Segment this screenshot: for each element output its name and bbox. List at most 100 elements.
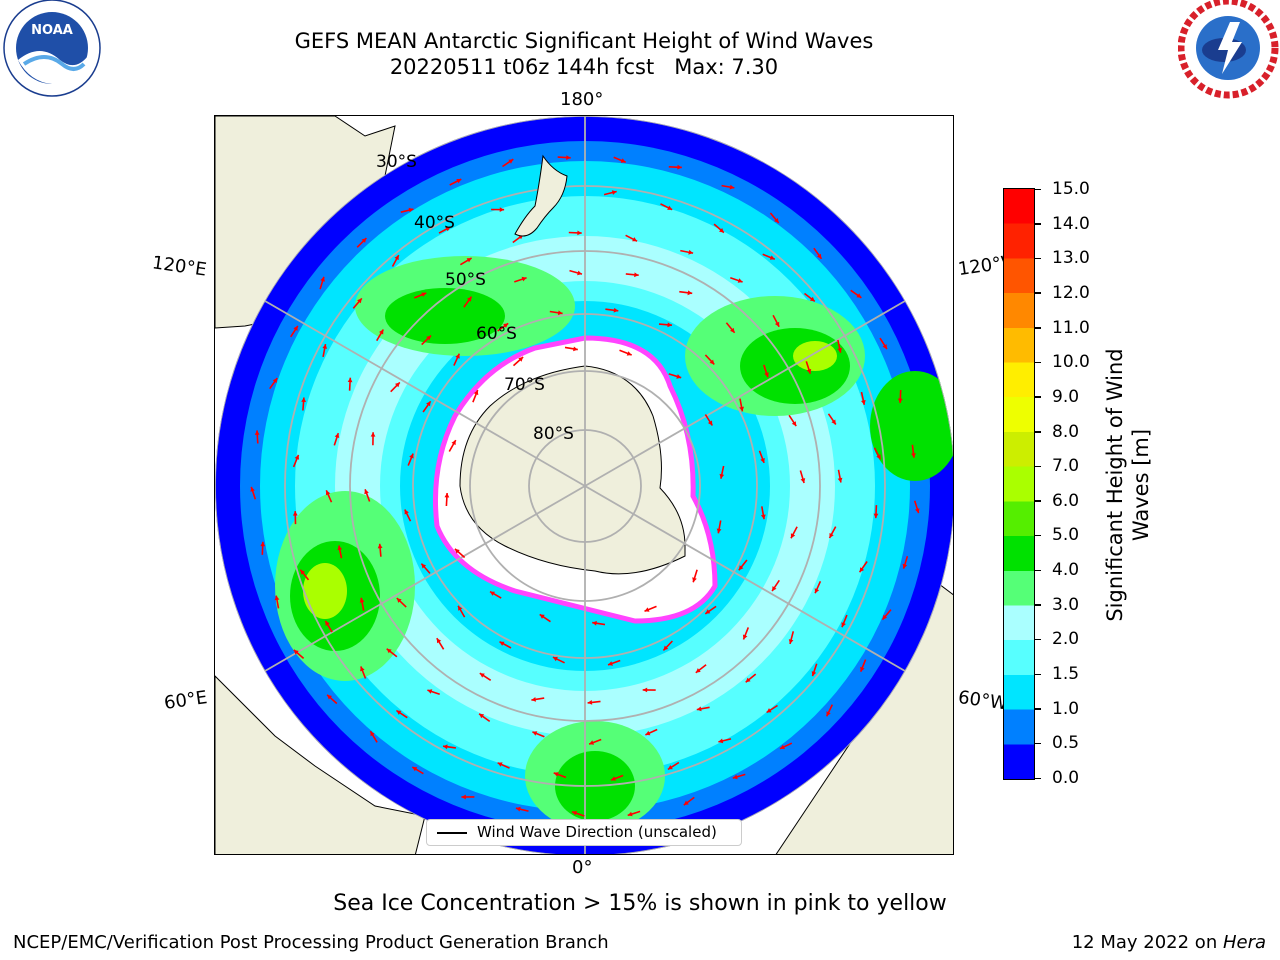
wave-direction-arrow bbox=[668, 373, 682, 379]
wave-direction-arrow bbox=[732, 773, 746, 780]
wave-direction-arrow bbox=[625, 234, 638, 242]
colorbar-tick-mark bbox=[1035, 223, 1041, 225]
wave-direction-arrow bbox=[613, 156, 627, 163]
wave-direction-arrow bbox=[788, 631, 795, 645]
colorbar-tick-label: 5.0 bbox=[1052, 525, 1080, 546]
colorbar-tick-mark bbox=[1035, 431, 1041, 433]
colorbar bbox=[1003, 188, 1035, 780]
wave-direction-arrow bbox=[837, 469, 843, 483]
wave-direction-arrow bbox=[605, 307, 619, 313]
colorbar-tick-mark bbox=[1035, 708, 1041, 710]
wave-direction-arrow bbox=[679, 290, 693, 296]
chart-subtitle: 20220511 t06z 144h fcst Max: 7.30 bbox=[389, 55, 779, 79]
wave-direction-arrow bbox=[407, 453, 414, 466]
wave-direction-arrow bbox=[850, 289, 862, 299]
wave-direction-arrow bbox=[588, 738, 602, 745]
lat-label-80s: 80°S bbox=[533, 424, 574, 444]
lon-label-0: 0° bbox=[572, 857, 593, 878]
wave-direction-arrow bbox=[645, 728, 658, 736]
wave-direction-arrow bbox=[438, 226, 451, 234]
wave-direction-arrow bbox=[813, 247, 823, 260]
wave-direction-arrow bbox=[292, 454, 300, 468]
lon-label-60e: 60°E bbox=[162, 687, 209, 714]
colorbar-tick-mark bbox=[1035, 638, 1041, 641]
lat-label-30s: 30°S bbox=[376, 152, 417, 172]
wave-direction-arrow bbox=[502, 158, 514, 168]
wave-direction-arrow bbox=[269, 377, 278, 390]
wave-direction-arrow bbox=[459, 257, 473, 266]
wave-direction-arrow bbox=[497, 762, 510, 769]
wave-direction-arrow bbox=[370, 432, 376, 446]
wave-direction-arrow bbox=[326, 694, 338, 705]
colorbar-tick-mark bbox=[1035, 534, 1041, 537]
wave-direction-arrow bbox=[607, 659, 621, 666]
lon-label-180: 180° bbox=[560, 89, 604, 110]
wave-direction-arrow bbox=[395, 709, 408, 719]
wave-direction-arrow bbox=[333, 432, 340, 446]
wave-direction-arrow bbox=[254, 430, 260, 444]
wave-direction-arrow bbox=[491, 207, 505, 212]
wave-direction-arrow bbox=[571, 810, 585, 817]
wave-direction-arrow bbox=[539, 613, 551, 623]
wave-direction-arrow bbox=[642, 687, 656, 693]
wave-direction-arrow bbox=[828, 526, 837, 539]
wave-direction-arrow bbox=[497, 322, 509, 332]
wave-direction-arrow bbox=[337, 545, 343, 559]
colorbar-tick-mark bbox=[1035, 500, 1041, 502]
wave-direction-arrow bbox=[644, 605, 657, 613]
wave-direction-arrow bbox=[704, 605, 717, 615]
wave-direction-arrow bbox=[668, 164, 682, 170]
wave-direction-arrow bbox=[369, 730, 378, 743]
legend-label: Wind Wave Direction (unscaled) bbox=[477, 823, 717, 841]
map-legend: Wind Wave Direction (unscaled) bbox=[426, 819, 742, 846]
wave-direction-arrow bbox=[478, 713, 491, 723]
wave-direction-arrow bbox=[448, 439, 457, 452]
colorbar-tick-label: 13.0 bbox=[1052, 248, 1090, 269]
wave-direction-arrow bbox=[873, 447, 882, 460]
wave-direction-arrow bbox=[799, 470, 806, 484]
colorbar-label: Significant Height of Wind Waves [m] bbox=[1103, 348, 1153, 622]
lat-label-70s: 70°S bbox=[504, 375, 545, 395]
wave-direction-arrow bbox=[515, 806, 529, 812]
wave-direction-arrow bbox=[859, 659, 867, 673]
chart-title: GEFS MEAN Antarctic Significant Height o… bbox=[294, 29, 874, 53]
wave-direction-arrow bbox=[902, 555, 909, 569]
lon-label-60w: 60°W bbox=[956, 686, 1006, 715]
wave-height-blobs bbox=[275, 256, 953, 831]
wave-direction-arrow bbox=[347, 377, 353, 391]
wave-direction-arrow bbox=[390, 381, 401, 393]
colorbar-tick-mark bbox=[1035, 327, 1041, 329]
wave-direction-arrow bbox=[427, 689, 440, 696]
wave-direction-arrow bbox=[804, 292, 816, 303]
wave-direction-arrow bbox=[695, 664, 707, 674]
wave-direction-arrow bbox=[549, 310, 563, 316]
wave-direction-arrow bbox=[290, 325, 299, 338]
colorbar-tick-label: 14.0 bbox=[1052, 213, 1090, 234]
wave-direction-arrow bbox=[420, 563, 431, 574]
wave-direction-arrow bbox=[680, 249, 694, 255]
wave-direction-arrow bbox=[568, 230, 582, 236]
wave-direction-arrow bbox=[790, 526, 798, 539]
wave-direction-arrow bbox=[391, 254, 400, 267]
wave-direction-arrow bbox=[442, 744, 457, 750]
colorbar-tick-label: 7.0 bbox=[1052, 456, 1080, 477]
colorbar-tick-label: 12.0 bbox=[1052, 282, 1090, 303]
colorbar-tick-mark bbox=[1035, 396, 1041, 398]
wave-direction-arrow bbox=[421, 335, 432, 346]
wave-direction-arrow bbox=[274, 595, 280, 609]
colorbar-tick-mark bbox=[1035, 569, 1041, 572]
colorbar-tick-mark bbox=[1035, 188, 1041, 190]
wave-direction-arrow bbox=[692, 569, 698, 583]
wave-direction-arrow bbox=[564, 346, 578, 352]
wave-direction-arrow bbox=[449, 178, 462, 186]
wave-direction-arrow bbox=[396, 597, 407, 608]
wave-direction-arrow bbox=[356, 237, 367, 248]
wave-direction-arrow bbox=[293, 649, 305, 660]
colorbar-tick-label: 4.0 bbox=[1052, 560, 1080, 581]
wave-direction-arrow bbox=[461, 794, 475, 800]
wave-direction-arrow bbox=[324, 620, 333, 633]
wave-direction-arrow bbox=[662, 640, 673, 651]
colorbar-tick-mark bbox=[1035, 257, 1041, 260]
wave-direction-arrow bbox=[411, 766, 424, 775]
wave-direction-arrow bbox=[603, 190, 617, 196]
